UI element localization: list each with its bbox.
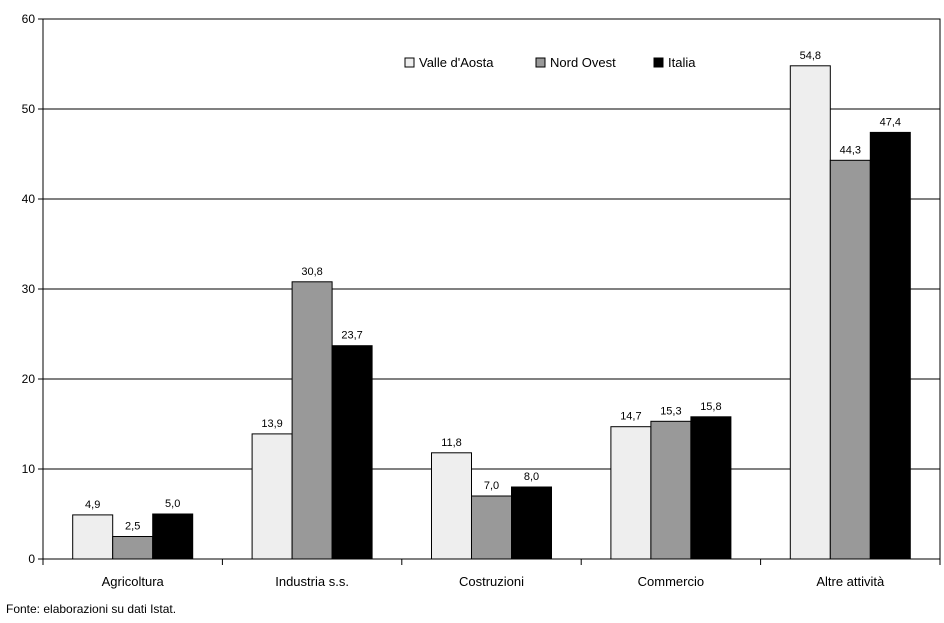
bar: [431, 452, 472, 560]
bar: [511, 486, 552, 560]
x-tick-label: Altre attività: [816, 574, 885, 589]
bar: [112, 536, 154, 560]
data-label: 2,5: [125, 521, 140, 533]
x-tick-label: Industria s.s.: [275, 574, 349, 589]
bar: [789, 65, 831, 560]
y-tick-label: 40: [22, 192, 36, 206]
x-tick-label: Agricoltura: [102, 574, 165, 589]
data-label: 8,0: [524, 471, 539, 483]
y-tick-label: 0: [28, 552, 35, 566]
legend-swatch: [404, 57, 415, 68]
y-tick-label: 10: [22, 462, 36, 476]
bar: [251, 433, 293, 560]
legend-label: Italia: [668, 55, 696, 70]
legend-label: Valle d'Aosta: [419, 55, 494, 70]
legend-swatch: [653, 57, 664, 68]
data-label: 23,7: [341, 330, 362, 342]
data-label: 15,8: [700, 401, 721, 413]
data-label: 5,0: [165, 498, 180, 510]
bar-chart: 0 10 20 30 40 50 60 4,9 2,5 5,0 Agricoltura 13,9 30,…: [22, 12, 941, 589]
bar: [690, 416, 732, 560]
bar: [869, 131, 911, 560]
data-label: 7,0: [484, 480, 499, 492]
x-tick-label: Commercio: [638, 574, 704, 589]
bar: [291, 281, 333, 560]
data-label: 4,9: [85, 499, 100, 511]
data-label: 44,3: [840, 144, 861, 156]
data-label: 47,4: [880, 116, 901, 128]
bar: [829, 159, 871, 560]
bar: [331, 345, 373, 560]
source-note: Fonte: elaborazioni su dati Istat.: [6, 602, 177, 616]
bar: [471, 495, 512, 560]
bar: [152, 513, 194, 560]
y-tick-label: 30: [22, 282, 36, 296]
data-label: 54,8: [800, 50, 821, 62]
y-tick-label: 50: [22, 102, 36, 116]
y-tick-label: 60: [22, 12, 36, 26]
bar: [610, 426, 652, 560]
data-label: 30,8: [301, 266, 322, 278]
data-label: 14,7: [620, 411, 641, 423]
legend-swatch: [535, 57, 546, 68]
y-tick-label: 20: [22, 372, 36, 386]
legend-label: Nord Ovest: [550, 55, 616, 70]
bar: [650, 420, 692, 560]
data-label: 11,8: [441, 437, 462, 449]
x-tick-label: Costruzioni: [459, 574, 524, 589]
data-label: 13,9: [261, 418, 282, 430]
data-label: 15,3: [660, 405, 681, 417]
bar: [72, 514, 114, 560]
